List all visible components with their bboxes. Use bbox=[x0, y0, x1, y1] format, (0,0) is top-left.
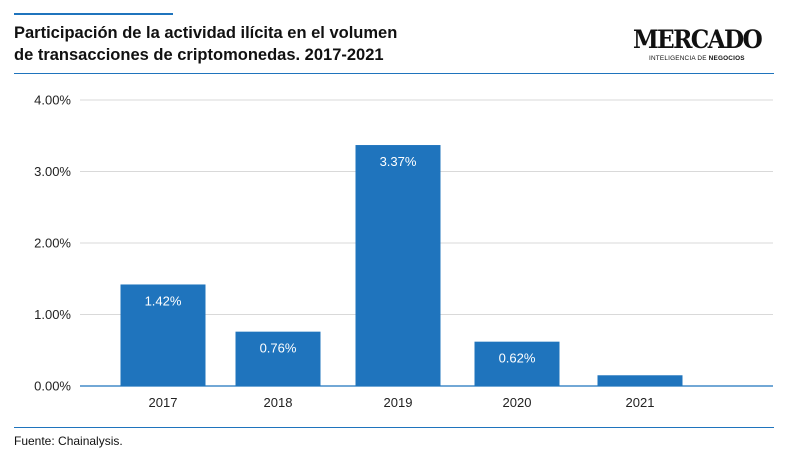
bar bbox=[597, 375, 683, 386]
top-accent-rule bbox=[14, 13, 173, 15]
y-tick-label: 0.00% bbox=[34, 379, 71, 394]
logo-tagline-bold: NEGOCIOS bbox=[708, 55, 745, 62]
x-tick-label: 2019 bbox=[384, 395, 413, 410]
y-tick-label: 4.00% bbox=[34, 93, 71, 108]
y-tick-label: 3.00% bbox=[34, 164, 71, 179]
data-label: 3.37% bbox=[380, 154, 417, 169]
bar bbox=[120, 284, 206, 386]
bar bbox=[355, 145, 441, 386]
logo-tagline: INTELIGENCIA DE NEGOCIOS bbox=[649, 55, 758, 62]
y-tick-label: 1.00% bbox=[34, 307, 71, 322]
data-label: 0.62% bbox=[499, 351, 536, 366]
chart-title-line-1: Participación de la actividad ilícita en… bbox=[14, 24, 398, 42]
x-tick-label: 2018 bbox=[264, 395, 293, 410]
data-label: 1.42% bbox=[145, 293, 182, 308]
x-tick-label: 2020 bbox=[503, 395, 532, 410]
logo-tagline-plain: INTELIGENCIA DE bbox=[649, 55, 709, 62]
chart-title-line-2: de transacciones de criptomonedas. 2017-… bbox=[14, 46, 384, 64]
footer-rule bbox=[14, 427, 774, 428]
data-label: 0.15% bbox=[622, 384, 659, 399]
x-tick-label: 2021 bbox=[626, 395, 655, 410]
logo-wordmark: MERCADO bbox=[633, 25, 763, 54]
header-rule bbox=[14, 73, 774, 74]
x-tick-label: 2017 bbox=[149, 395, 178, 410]
bar bbox=[235, 331, 321, 386]
bar bbox=[474, 341, 560, 386]
source-note: Fuente: Chainalysis. bbox=[14, 434, 123, 448]
y-tick-label: 2.00% bbox=[34, 236, 71, 251]
mercado-logo: MERCADO INTELIGENCIA DE NEGOCIOS bbox=[633, 25, 763, 63]
data-label: 0.76% bbox=[260, 341, 297, 356]
chart-title: Participación de la actividad ilícita en… bbox=[14, 22, 534, 66]
